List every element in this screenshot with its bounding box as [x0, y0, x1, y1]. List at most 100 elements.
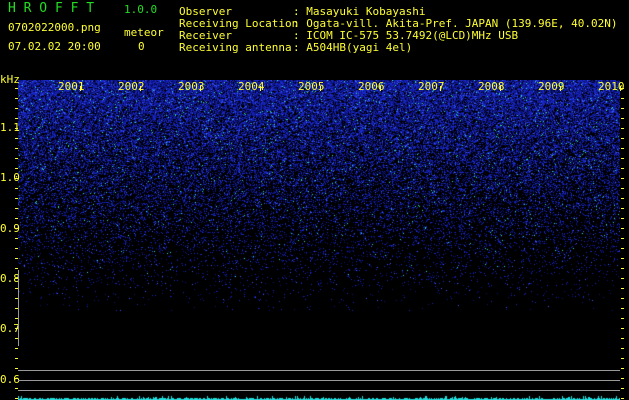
- y-axis-tick-right: [621, 388, 624, 389]
- info-value-location: : Ogata-vill. Akita-Pref. JAPAN (139.96E…: [293, 17, 618, 30]
- y-axis-tick-right: [621, 228, 624, 229]
- x-tick-2002: 2002: [118, 80, 145, 93]
- y-axis-tick-left: [15, 158, 18, 159]
- y-tick-0.8: 0.8: [0, 272, 20, 285]
- app-name: H R O F F T: [8, 1, 95, 16]
- y-axis-tick-right: [621, 318, 624, 319]
- y-axis-tick-left: [15, 278, 18, 279]
- meteor-label: meteor: [124, 26, 164, 39]
- y-axis-tick-left: [15, 118, 18, 119]
- y-axis-tick-right: [621, 248, 624, 249]
- info-value-receiver: : ICOM IC-575 53.7492(@LCD)MHz USB: [293, 29, 519, 42]
- y-axis-tick-left: [15, 358, 18, 359]
- y-axis-tick-right: [621, 288, 624, 289]
- y-axis-tick-left: [15, 238, 18, 239]
- info-value-antenna: : A504HB(yagi 4el): [293, 41, 413, 54]
- y-axis-tick-right: [621, 328, 624, 329]
- y-axis-tick-right: [621, 348, 624, 349]
- y-axis-tick-left: [15, 248, 18, 249]
- y-axis-tick-left: [15, 168, 18, 169]
- y-axis-tick-left: [15, 128, 18, 129]
- x-tick-2009: 2009: [538, 80, 565, 93]
- y-axis-tick-left: [15, 308, 18, 309]
- y-axis-tick-left: [15, 98, 18, 99]
- spectrogram: [18, 80, 620, 400]
- y-axis-tick-right: [621, 208, 624, 209]
- x-tick-2008: 2008: [478, 80, 505, 93]
- y-axis-tick-left: [15, 108, 18, 109]
- y-axis-tick-right: [621, 338, 624, 339]
- y-axis-tick-left: [15, 228, 18, 229]
- file-name: 0702022000.png: [8, 21, 101, 34]
- info-label-receiver: Receiver: [179, 29, 232, 42]
- y-axis-tick-left: [15, 188, 18, 189]
- y-axis-tick-right: [621, 128, 624, 129]
- y-axis-tick-left: [15, 148, 18, 149]
- x-tick-2001: 2001: [58, 80, 85, 93]
- y-axis-tick-right: [621, 258, 624, 259]
- x-axis-tick: [140, 86, 141, 91]
- y-tick-0.6: 0.6: [0, 373, 20, 386]
- file-datetime: 07.02.02 20:00: [8, 40, 101, 53]
- guide-line-upper: [18, 370, 620, 371]
- y-axis-tick-left: [15, 218, 18, 219]
- y-axis-tick-right: [621, 398, 624, 399]
- y-axis-tick-right: [621, 368, 624, 369]
- x-axis-tick: [440, 86, 441, 91]
- x-axis-tick: [200, 86, 201, 91]
- y-axis-tick-left: [15, 198, 18, 199]
- info-label-antenna: Receiving antenna: [179, 41, 292, 54]
- x-axis-tick: [620, 86, 621, 91]
- y-axis-tick-left: [15, 138, 18, 139]
- y-axis-tick-right: [621, 198, 624, 199]
- x-tick-2003: 2003: [178, 80, 205, 93]
- info-value-observer: : Masayuki Kobayashi: [293, 5, 426, 18]
- x-tick-2006: 2006: [358, 80, 385, 93]
- y-axis-tick-right: [621, 278, 624, 279]
- x-tick-2005: 2005: [298, 80, 325, 93]
- y-axis-tick-left: [15, 368, 18, 369]
- meteor-count: 0: [138, 40, 145, 53]
- y-axis-unit: kHz: [0, 73, 20, 86]
- y-axis-tick-left: [15, 268, 18, 269]
- x-axis-tick: [560, 86, 561, 91]
- y-axis-tick-left: [15, 338, 18, 339]
- y-axis-tick-right: [621, 158, 624, 159]
- y-axis-tick-right: [621, 268, 624, 269]
- info-label-location: Receiving Location: [179, 17, 299, 30]
- x-tick-2007: 2007: [418, 80, 445, 93]
- x-axis-tick: [500, 86, 501, 91]
- y-axis-tick-right: [621, 188, 624, 189]
- y-axis-tick-left: [15, 378, 18, 379]
- y-axis-tick-right: [621, 148, 624, 149]
- y-axis-tick-left: [15, 88, 18, 89]
- y-axis-tick-left: [15, 178, 18, 179]
- y-axis-tick-left: [15, 388, 18, 389]
- y-axis-tick-left: [15, 328, 18, 329]
- y-axis-tick-left: [15, 298, 18, 299]
- y-axis-tick-right: [621, 138, 624, 139]
- y-axis-tick-right: [621, 218, 624, 219]
- y-axis-tick-right: [621, 378, 624, 379]
- y-axis-tick-right: [621, 178, 624, 179]
- y-axis-tick-right: [621, 88, 624, 89]
- y-axis-tick-left: [15, 398, 18, 399]
- y-axis-tick-left: [15, 258, 18, 259]
- y-axis-tick-right: [621, 98, 624, 99]
- guide-line-center: [18, 380, 620, 381]
- y-axis-tick-left: [15, 208, 18, 209]
- y-tick-0.7: 0.7: [0, 322, 20, 335]
- y-axis-tick-right: [621, 238, 624, 239]
- x-axis-tick: [260, 86, 261, 91]
- y-axis-tick-right: [621, 358, 624, 359]
- x-tick-2004: 2004: [238, 80, 265, 93]
- x-tick-2010: 2010: [598, 80, 625, 93]
- y-axis-tick-left: [15, 288, 18, 289]
- x-axis-tick: [380, 86, 381, 91]
- y-tick-1.0: 1.0: [0, 171, 20, 184]
- marker-line: [18, 270, 19, 346]
- x-axis-tick: [320, 86, 321, 91]
- y-axis-tick-left: [15, 348, 18, 349]
- info-label-observer: Observer: [179, 5, 232, 18]
- y-axis-tick-right: [621, 298, 624, 299]
